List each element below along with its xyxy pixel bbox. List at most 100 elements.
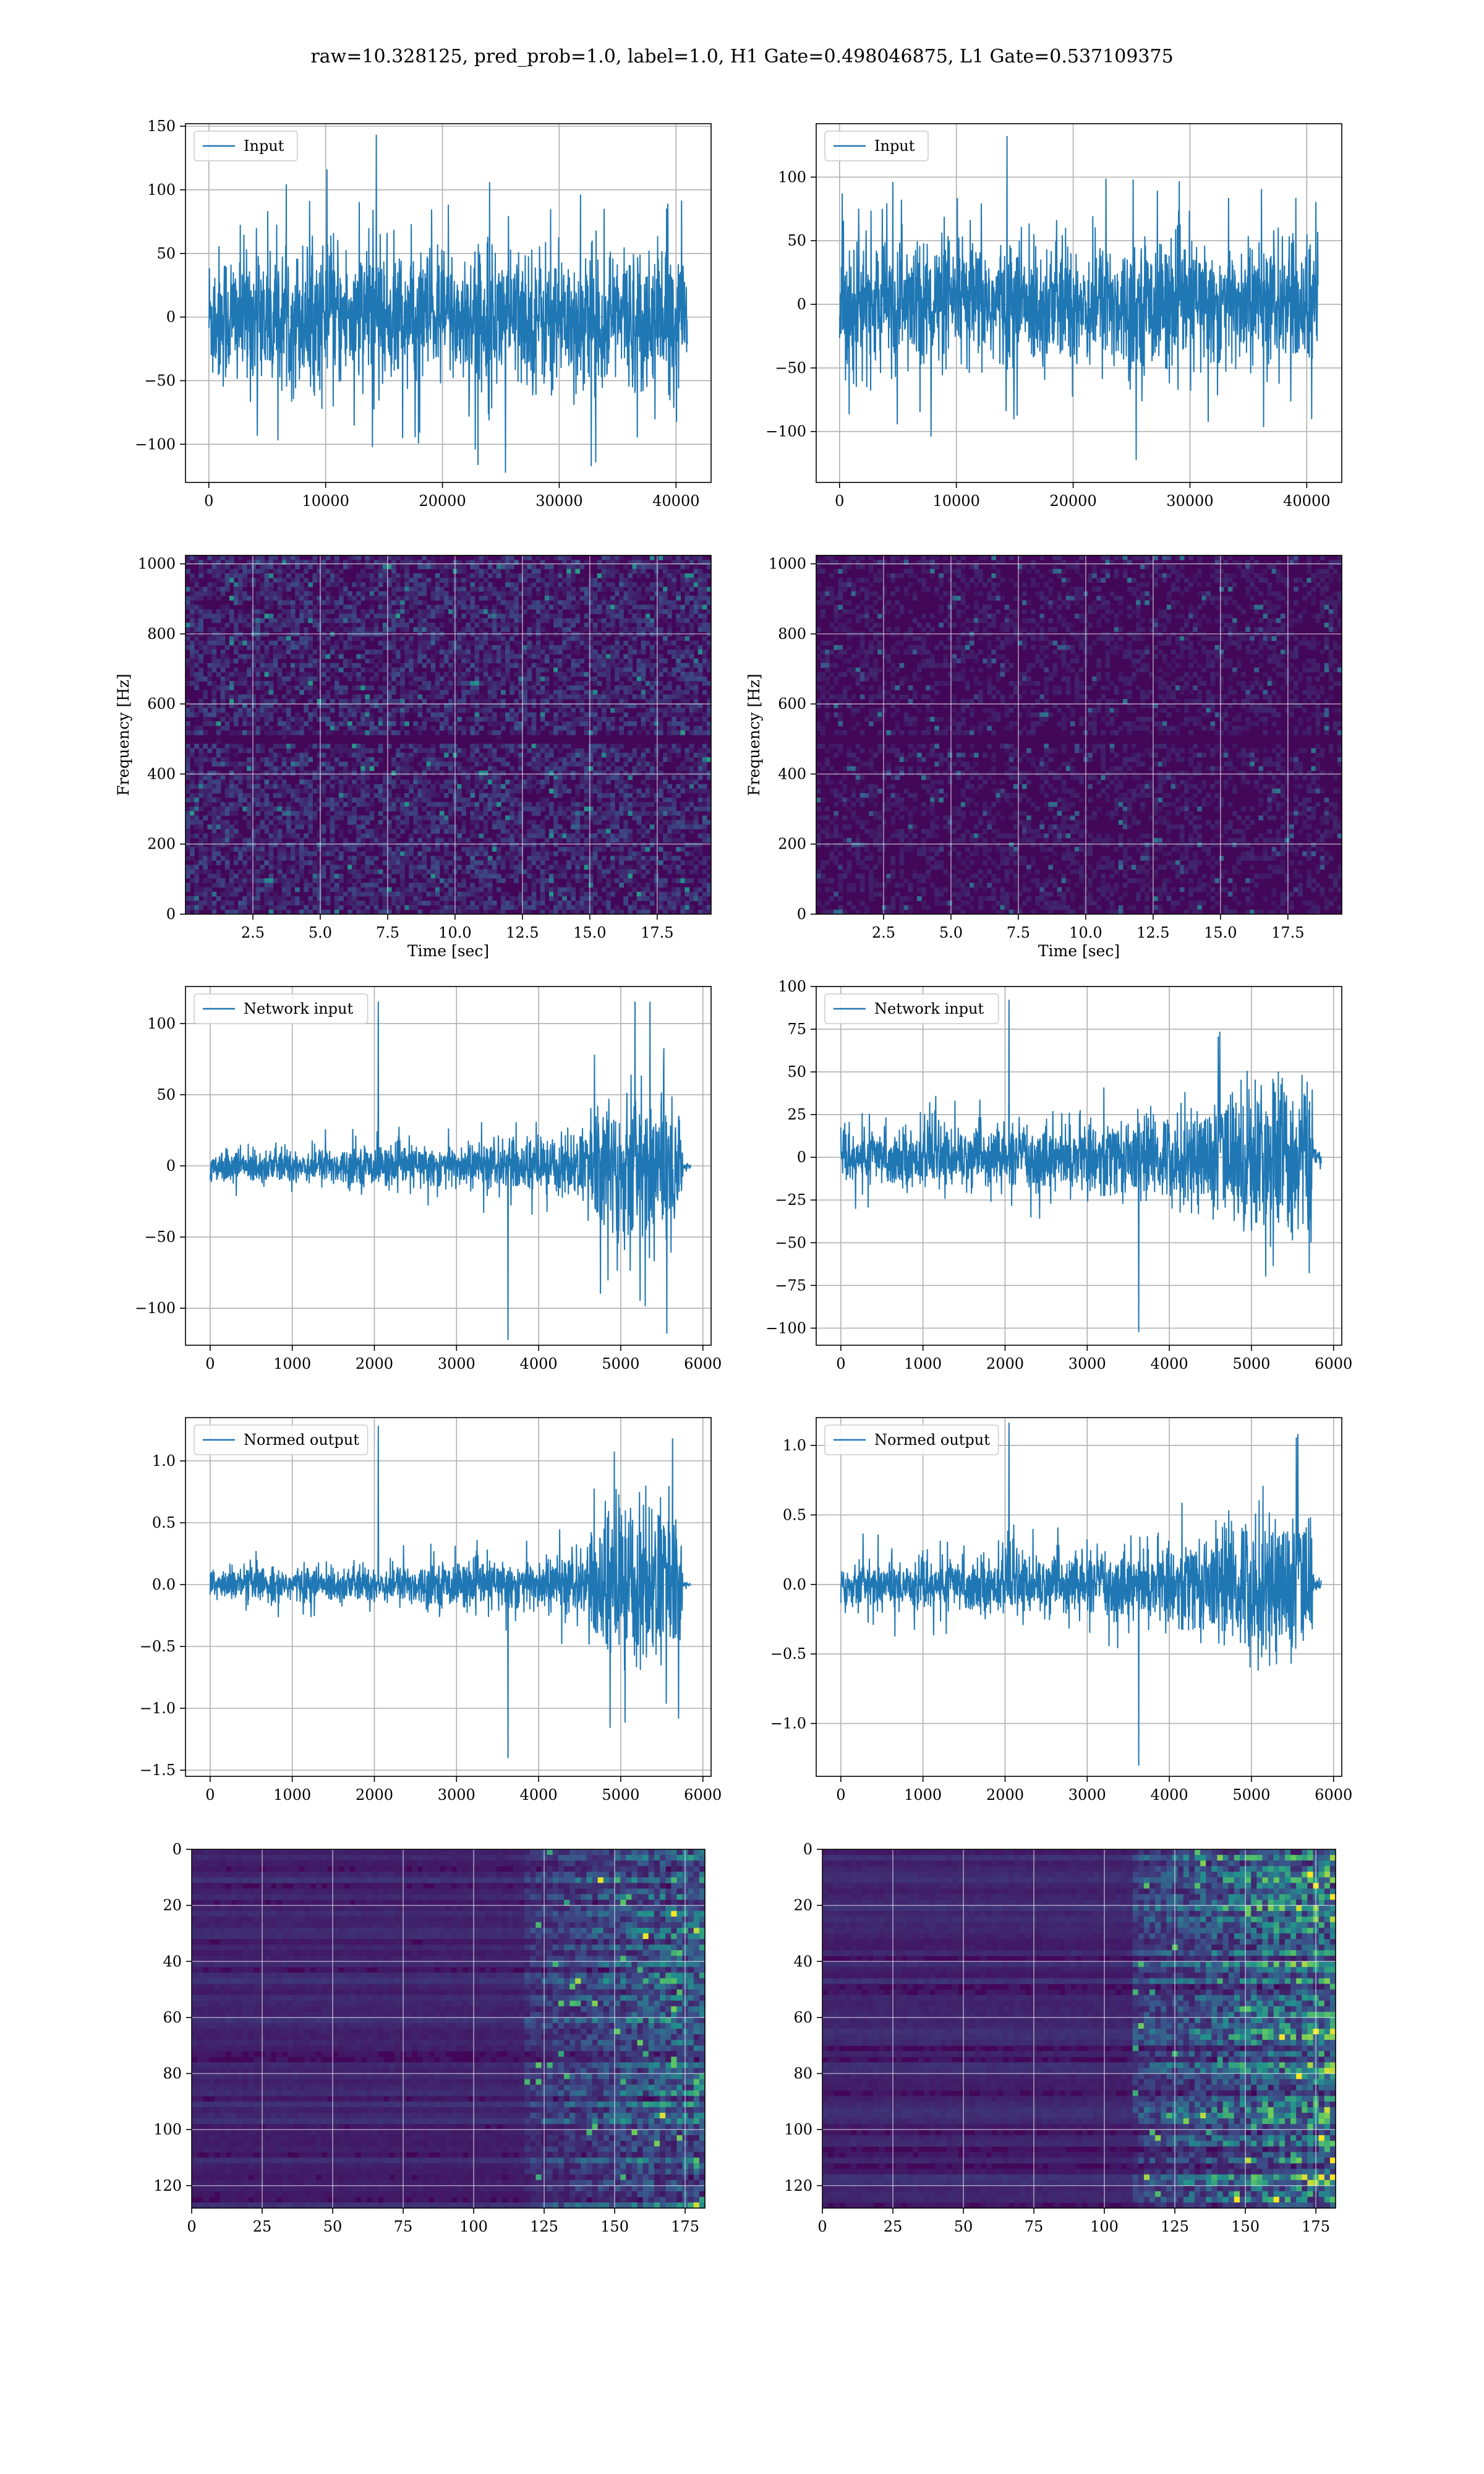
heatmap-cell bbox=[439, 578, 445, 583]
heatmap-cell bbox=[286, 789, 291, 794]
heatmap-cell bbox=[348, 802, 352, 807]
heatmap-cell bbox=[531, 703, 537, 709]
heatmap-cell bbox=[281, 555, 287, 560]
heatmap-cell bbox=[238, 699, 243, 704]
heatmap-cell bbox=[413, 797, 419, 803]
heatmap-cell bbox=[571, 663, 576, 668]
heatmap-cell bbox=[260, 757, 265, 763]
heatmap-cell bbox=[439, 564, 445, 570]
heatmap-cell bbox=[413, 578, 419, 583]
heatmap-cell bbox=[522, 717, 528, 722]
heatmap-cell bbox=[597, 829, 602, 834]
heatmap-cell bbox=[308, 807, 313, 811]
heatmap-cell bbox=[409, 649, 414, 655]
heatmap-cell bbox=[325, 676, 331, 682]
y-tick-label: −50 bbox=[775, 359, 806, 377]
heatmap-cell bbox=[505, 649, 510, 655]
heatmap-cell bbox=[522, 761, 528, 767]
heatmap-cell bbox=[268, 730, 274, 735]
heatmap-cell bbox=[496, 568, 501, 574]
heatmap-cell bbox=[360, 851, 366, 857]
heatmap-cell bbox=[501, 555, 506, 560]
heatmap-cell bbox=[619, 811, 624, 816]
heatmap-cell bbox=[702, 837, 707, 843]
heatmap-cell bbox=[676, 712, 681, 717]
heatmap-cell bbox=[277, 604, 283, 610]
heatmap-cell bbox=[466, 604, 471, 610]
heatmap-cell bbox=[592, 815, 598, 821]
heatmap-cell bbox=[527, 685, 532, 691]
heatmap-cell bbox=[325, 743, 331, 749]
heatmap-cell bbox=[448, 654, 453, 659]
heatmap-cell bbox=[597, 779, 602, 785]
heatmap-cell bbox=[501, 726, 506, 731]
heatmap-cell bbox=[343, 627, 348, 632]
heatmap-cell bbox=[632, 789, 638, 794]
heatmap-cell bbox=[548, 573, 554, 578]
heatmap-cell bbox=[268, 761, 274, 767]
heatmap-cell bbox=[277, 645, 283, 650]
heatmap-cell bbox=[277, 676, 283, 682]
heatmap-cell bbox=[505, 658, 510, 664]
heatmap-cell bbox=[439, 676, 445, 682]
heatmap-cell bbox=[251, 681, 256, 686]
heatmap-cell bbox=[597, 815, 602, 821]
heatmap-cell bbox=[689, 627, 694, 632]
heatmap-cell bbox=[641, 721, 646, 727]
heatmap-cell bbox=[194, 582, 199, 588]
heatmap-cell bbox=[584, 855, 589, 861]
heatmap-cell bbox=[527, 779, 532, 785]
heatmap-cell bbox=[330, 726, 335, 731]
heatmap-cell bbox=[518, 645, 524, 650]
heatmap-cell bbox=[571, 717, 576, 722]
heatmap-cell bbox=[373, 829, 379, 834]
heatmap-cell bbox=[317, 645, 322, 650]
heatmap-cell bbox=[308, 582, 313, 588]
heatmap-cell bbox=[264, 600, 270, 606]
heatmap-cell bbox=[641, 640, 646, 646]
heatmap-cell bbox=[649, 681, 655, 686]
heatmap-cell bbox=[386, 851, 392, 857]
heatmap-cell bbox=[203, 609, 208, 614]
heatmap-cell bbox=[496, 609, 501, 614]
heatmap-cell bbox=[295, 784, 300, 789]
heatmap-cell bbox=[693, 604, 699, 610]
heatmap-cell bbox=[610, 555, 615, 560]
heatmap-cell bbox=[378, 640, 383, 646]
heatmap-cell bbox=[461, 627, 466, 632]
heatmap-cell bbox=[233, 622, 239, 628]
heatmap-cell bbox=[247, 645, 252, 650]
heatmap-cell bbox=[496, 811, 501, 816]
heatmap-cell bbox=[693, 578, 699, 583]
heatmap-cell bbox=[579, 833, 585, 839]
heatmap-cell bbox=[255, 640, 261, 646]
heatmap-cell bbox=[558, 807, 563, 811]
heatmap-cell bbox=[396, 771, 401, 776]
heatmap-cell bbox=[268, 855, 274, 861]
heatmap-cell bbox=[562, 658, 567, 664]
heatmap-cell bbox=[487, 802, 493, 807]
heatmap-cell bbox=[186, 757, 190, 763]
heatmap-cell bbox=[391, 649, 396, 655]
heatmap-cell bbox=[579, 779, 585, 785]
heatmap-cell bbox=[439, 824, 445, 829]
heatmap-cell bbox=[207, 784, 213, 789]
heatmap-cell bbox=[619, 833, 624, 839]
heatmap-cell bbox=[702, 596, 707, 601]
heatmap-cell bbox=[400, 596, 405, 601]
heatmap-cell bbox=[510, 609, 514, 614]
heatmap-cell bbox=[540, 604, 545, 610]
heatmap-cell bbox=[676, 775, 681, 781]
heatmap-cell bbox=[391, 564, 396, 570]
heatmap-cell bbox=[190, 748, 195, 753]
heatmap-cell bbox=[194, 609, 199, 614]
heatmap-cell bbox=[592, 690, 598, 695]
heatmap-cell bbox=[295, 815, 300, 821]
heatmap-cell bbox=[562, 771, 567, 776]
heatmap-cell bbox=[474, 586, 480, 592]
heatmap-cell bbox=[216, 555, 221, 560]
heatmap-cell bbox=[487, 730, 493, 735]
heatmap-cell bbox=[211, 833, 217, 839]
heatmap-cell bbox=[268, 658, 274, 664]
